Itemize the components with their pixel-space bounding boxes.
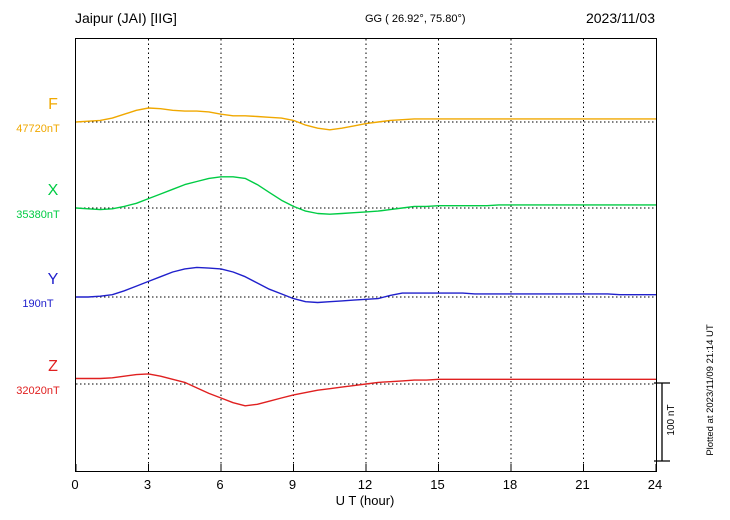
series-baseline-value-Y: 190nT — [22, 298, 54, 310]
series-baseline-value-F: 47720nT — [16, 123, 60, 135]
plotted-at-note: Plotted at 2023/11/09 21:14 UT — [705, 324, 716, 456]
trace-Z — [75, 373, 657, 407]
x-tick-label-3: 3 — [143, 477, 152, 492]
trace-Y — [75, 266, 657, 304]
series-label-Z: Z — [48, 358, 58, 375]
series-label-Y: Y — [47, 271, 59, 288]
x-tick-label-18: 18 — [502, 477, 518, 492]
series-label-F: F — [48, 96, 58, 113]
series-baseline-value-X: 35380nT — [16, 209, 60, 221]
x-tick-label-6: 6 — [216, 477, 224, 492]
series-label-X: X — [47, 182, 59, 199]
trace-X — [75, 176, 657, 215]
scale-bar — [654, 382, 670, 462]
series-baseline-value-Z: 32020nT — [16, 385, 60, 397]
station-title: Jaipur (JAI) [IIG] — [75, 10, 177, 26]
x-tick-label-0: 0 — [71, 477, 79, 492]
geo-coordinates: GG ( 26.92°, 75.80°) — [365, 13, 466, 25]
trace-F — [75, 107, 657, 131]
x-tick-label-15: 15 — [430, 477, 445, 492]
x-tick-label-24: 24 — [647, 477, 663, 492]
magnetogram-plot-area — [75, 38, 657, 472]
x-axis-label: U T (hour) — [335, 493, 395, 508]
scale-bar-label: 100 nT — [666, 404, 677, 436]
x-tick-label-12: 12 — [357, 477, 373, 492]
x-tick-label-9: 9 — [288, 477, 297, 492]
magnetogram-svg — [75, 39, 657, 471]
plot-date: 2023/11/03 — [585, 10, 655, 26]
x-tick-label-21: 21 — [575, 477, 590, 492]
